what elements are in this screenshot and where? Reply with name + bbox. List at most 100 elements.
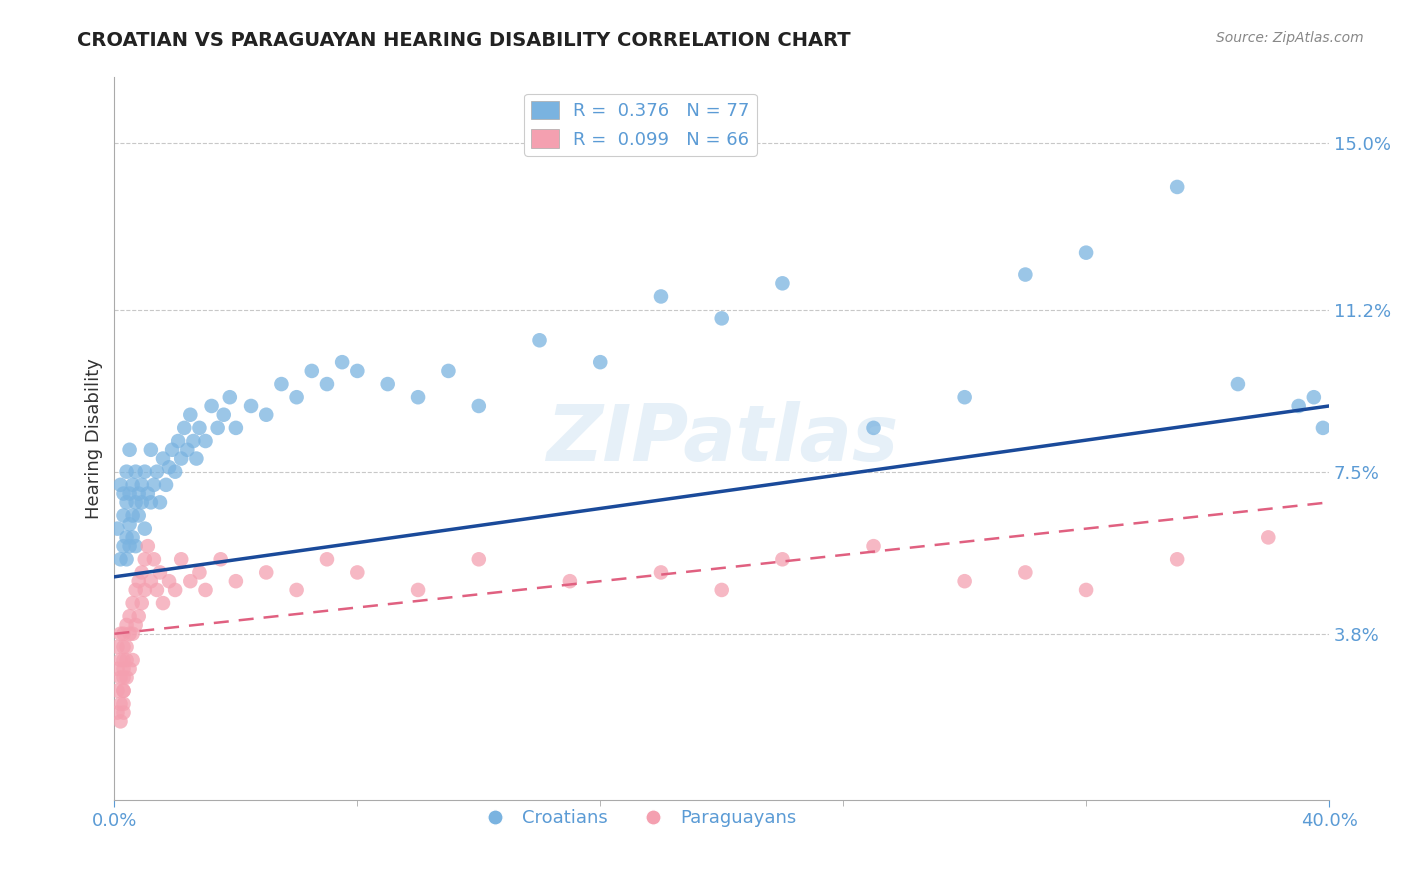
Point bbox=[170, 552, 193, 566]
Point bbox=[152, 451, 174, 466]
Point bbox=[134, 552, 156, 566]
Point bbox=[146, 465, 169, 479]
Point bbox=[110, 653, 132, 667]
Point bbox=[772, 277, 794, 291]
Point bbox=[194, 582, 217, 597]
Point bbox=[1074, 245, 1097, 260]
Point bbox=[136, 539, 159, 553]
Point bbox=[112, 683, 135, 698]
Point bbox=[529, 333, 551, 347]
Point bbox=[121, 596, 143, 610]
Point bbox=[225, 421, 247, 435]
Point bbox=[112, 486, 135, 500]
Point bbox=[124, 539, 146, 553]
Point bbox=[149, 566, 172, 580]
Point bbox=[115, 465, 138, 479]
Point bbox=[115, 653, 138, 667]
Point bbox=[112, 697, 135, 711]
Point bbox=[270, 377, 292, 392]
Point bbox=[134, 465, 156, 479]
Point bbox=[209, 552, 232, 566]
Point bbox=[118, 442, 141, 457]
Point bbox=[1312, 421, 1334, 435]
Point bbox=[112, 706, 135, 720]
Point bbox=[112, 653, 135, 667]
Point bbox=[131, 495, 153, 509]
Text: CROATIAN VS PARAGUAYAN HEARING DISABILITY CORRELATION CHART: CROATIAN VS PARAGUAYAN HEARING DISABILIT… bbox=[77, 31, 851, 50]
Point bbox=[1074, 582, 1097, 597]
Point bbox=[468, 399, 491, 413]
Point bbox=[118, 626, 141, 640]
Point bbox=[107, 522, 129, 536]
Point bbox=[1014, 268, 1036, 282]
Point bbox=[107, 640, 129, 654]
Point bbox=[377, 377, 399, 392]
Point bbox=[121, 653, 143, 667]
Point bbox=[121, 508, 143, 523]
Point bbox=[110, 714, 132, 729]
Point bbox=[953, 390, 976, 404]
Point bbox=[179, 574, 201, 589]
Point bbox=[118, 486, 141, 500]
Point bbox=[186, 451, 208, 466]
Text: ZIPatlas: ZIPatlas bbox=[546, 401, 898, 477]
Point bbox=[107, 706, 129, 720]
Point bbox=[139, 495, 162, 509]
Point bbox=[468, 552, 491, 566]
Point bbox=[128, 609, 150, 624]
Point bbox=[165, 465, 187, 479]
Point bbox=[112, 626, 135, 640]
Legend: Croatians, Paraguayans: Croatians, Paraguayans bbox=[470, 802, 804, 835]
Point bbox=[131, 596, 153, 610]
Point bbox=[115, 671, 138, 685]
Point bbox=[107, 683, 129, 698]
Point bbox=[128, 508, 150, 523]
Point bbox=[173, 421, 195, 435]
Point bbox=[121, 530, 143, 544]
Point bbox=[142, 478, 165, 492]
Point bbox=[131, 478, 153, 492]
Point bbox=[152, 596, 174, 610]
Point bbox=[134, 522, 156, 536]
Point bbox=[160, 442, 183, 457]
Point bbox=[112, 508, 135, 523]
Point bbox=[650, 289, 672, 303]
Point bbox=[124, 582, 146, 597]
Point bbox=[146, 582, 169, 597]
Point bbox=[136, 486, 159, 500]
Point bbox=[170, 451, 193, 466]
Point bbox=[710, 582, 733, 597]
Point bbox=[139, 442, 162, 457]
Point bbox=[112, 683, 135, 698]
Point bbox=[862, 539, 884, 553]
Point bbox=[112, 539, 135, 553]
Point bbox=[179, 408, 201, 422]
Point bbox=[167, 434, 190, 448]
Point bbox=[124, 495, 146, 509]
Point bbox=[285, 390, 308, 404]
Point bbox=[142, 552, 165, 566]
Point bbox=[225, 574, 247, 589]
Point bbox=[124, 618, 146, 632]
Point bbox=[1226, 377, 1249, 392]
Point bbox=[115, 530, 138, 544]
Point bbox=[710, 311, 733, 326]
Point bbox=[139, 574, 162, 589]
Point bbox=[118, 662, 141, 676]
Point bbox=[131, 566, 153, 580]
Point bbox=[128, 574, 150, 589]
Point bbox=[110, 697, 132, 711]
Point bbox=[254, 408, 277, 422]
Point bbox=[121, 626, 143, 640]
Point bbox=[212, 408, 235, 422]
Point bbox=[115, 552, 138, 566]
Point bbox=[316, 377, 339, 392]
Point bbox=[157, 574, 180, 589]
Point bbox=[316, 552, 339, 566]
Point bbox=[134, 582, 156, 597]
Point bbox=[110, 671, 132, 685]
Point bbox=[110, 552, 132, 566]
Point bbox=[1257, 530, 1279, 544]
Point bbox=[200, 399, 222, 413]
Point bbox=[112, 671, 135, 685]
